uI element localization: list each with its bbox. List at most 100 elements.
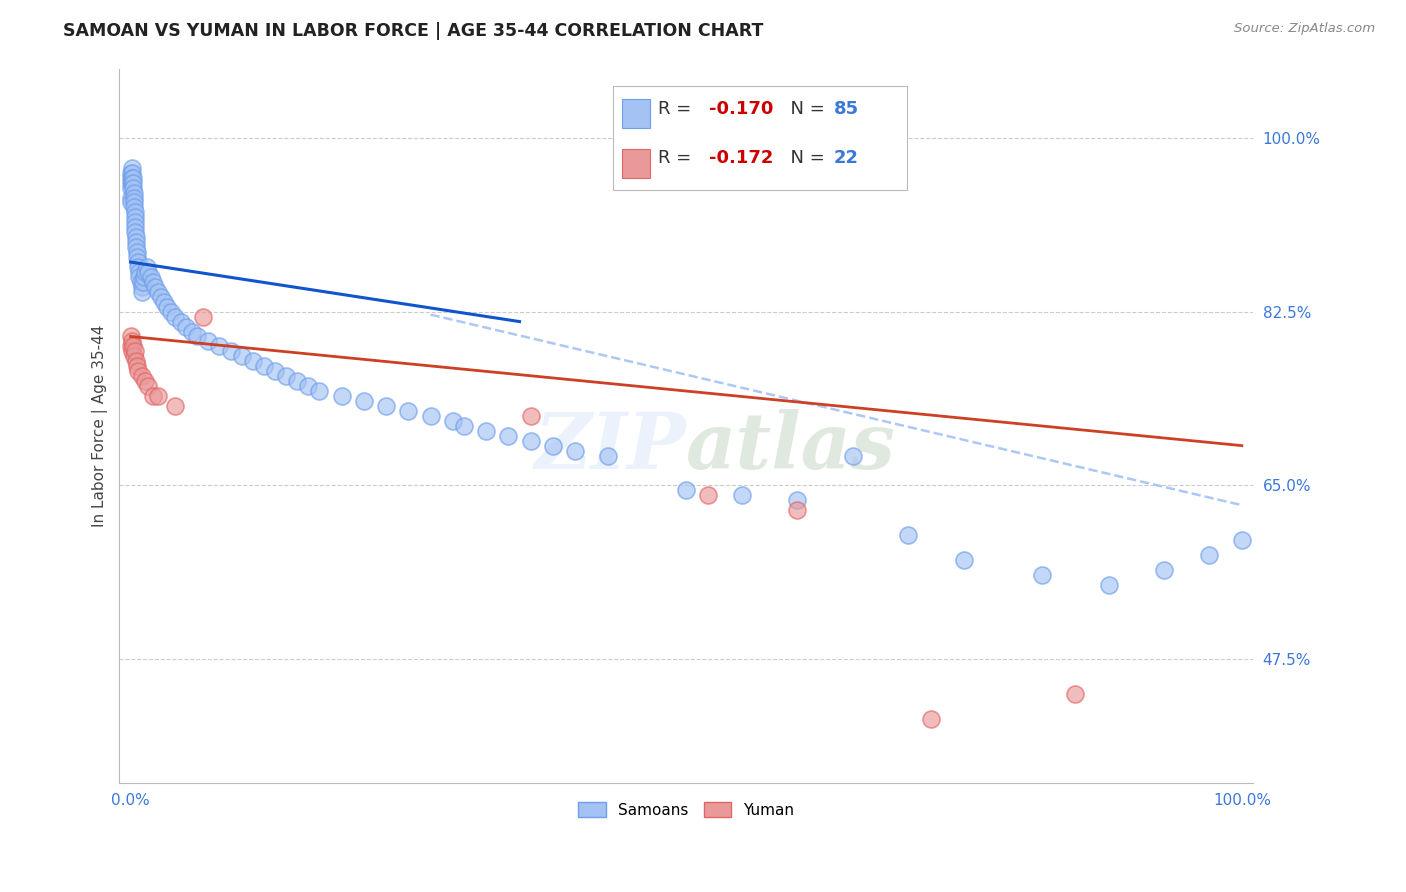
Text: Source: ZipAtlas.com: Source: ZipAtlas.com [1234,22,1375,36]
Point [519,409,541,423]
Point [396,404,419,418]
Point [138,265,160,279]
Point [121,170,143,185]
Point [121,161,143,175]
Point [519,434,541,448]
Point [264,364,287,378]
Point [169,315,191,329]
Point [132,275,155,289]
Point [441,414,464,428]
Point [1230,533,1253,547]
Point [174,319,197,334]
Point [186,329,208,343]
Point [134,265,156,279]
Text: N =: N = [779,100,831,119]
Text: 22: 22 [834,149,859,167]
Point [127,364,149,378]
Point [125,230,148,244]
Point [308,384,330,398]
Point [276,369,298,384]
Point [564,443,586,458]
Point [120,195,142,210]
Point [122,190,145,204]
Text: SAMOAN VS YUMAN IN LABOR FORCE | AGE 35-44 CORRELATION CHART: SAMOAN VS YUMAN IN LABOR FORCE | AGE 35-… [63,22,763,40]
Point [124,225,146,239]
Point [121,180,143,194]
Point [131,280,153,294]
FancyBboxPatch shape [613,87,907,190]
Point [120,339,142,353]
Point [121,344,143,359]
Point [208,339,231,353]
Text: R =: R = [658,149,697,167]
Point [120,190,142,204]
Point [353,394,375,409]
Point [122,349,145,363]
Point [1031,567,1053,582]
Point [197,334,219,349]
Point [122,201,145,215]
Point [120,170,142,185]
Point [1198,548,1220,562]
Point [121,176,143,190]
Point [131,285,153,299]
Point [297,379,319,393]
Point [1097,577,1119,591]
Point [253,359,276,374]
Point [131,369,153,384]
Point [330,389,353,403]
Point [142,389,165,403]
Point [149,290,172,304]
Point [121,166,143,180]
Bar [621,149,650,178]
Point [498,428,520,442]
Point [1064,687,1087,701]
Point [124,215,146,229]
Point [121,176,143,190]
Point [127,260,149,274]
Point [143,280,166,294]
Point [148,285,170,299]
Point [127,359,149,374]
Point [124,344,146,359]
Point [122,195,145,210]
Point [120,329,142,343]
Point [1153,563,1175,577]
Point [148,389,170,403]
Point [139,269,162,284]
Point [897,528,920,542]
Point [219,344,242,359]
Point [180,325,202,339]
Point [163,310,186,324]
Point [920,712,942,726]
Text: -0.170: -0.170 [709,100,773,119]
Text: R =: R = [658,100,697,119]
Point [127,255,149,269]
Point [142,275,165,289]
Point [786,493,808,508]
Y-axis label: In Labor Force | Age 35-44: In Labor Force | Age 35-44 [93,325,108,527]
Point [120,166,142,180]
Point [598,449,620,463]
Point [375,399,398,413]
Point [127,250,149,264]
Text: -0.172: -0.172 [709,149,773,167]
Point [124,211,146,225]
Text: atlas: atlas [686,409,896,485]
Point [125,354,148,368]
Point [121,339,143,353]
Point [122,186,145,200]
Point [120,180,142,194]
Point [120,176,142,190]
Bar [621,99,650,128]
Point [953,553,976,567]
Point [121,170,143,185]
Point [125,240,148,254]
Point [163,399,186,413]
Point [675,483,697,498]
Point [453,418,475,433]
Text: N =: N = [779,149,831,167]
Point [475,424,498,438]
Point [124,220,146,235]
Point [153,294,176,309]
